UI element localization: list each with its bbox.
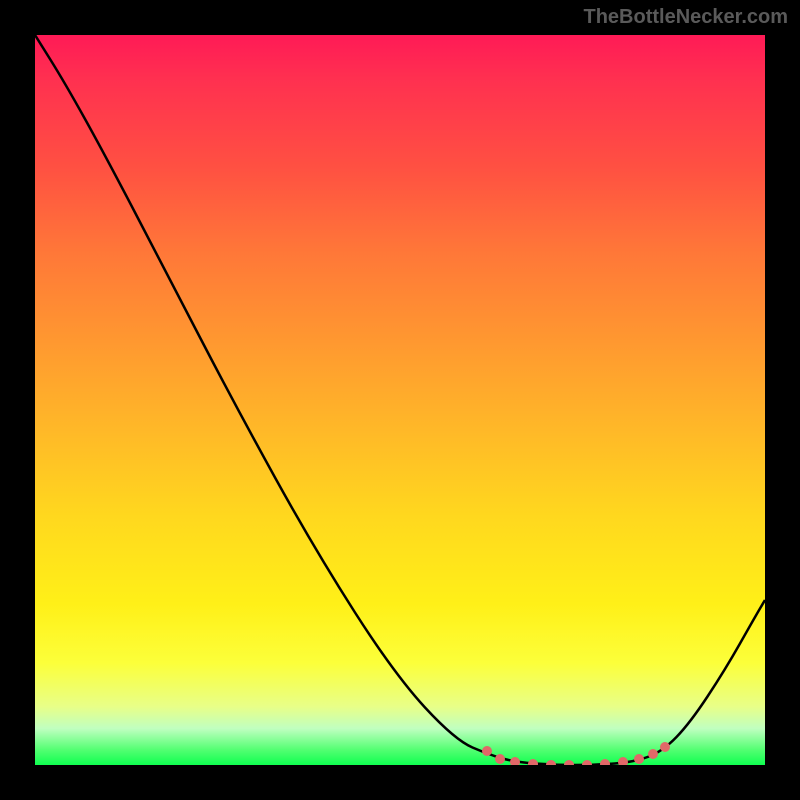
data-marker — [528, 759, 538, 765]
data-marker — [648, 749, 658, 759]
bottleneck-curve — [35, 35, 765, 765]
data-marker — [634, 754, 644, 764]
data-marker — [482, 746, 492, 756]
markers-layer — [482, 742, 670, 765]
watermark-text: TheBottleNecker.com — [583, 6, 788, 29]
data-marker — [600, 759, 610, 765]
data-marker — [660, 742, 670, 752]
chart-svg — [35, 35, 765, 765]
data-marker — [495, 754, 505, 764]
curve-layer — [35, 35, 765, 765]
data-marker — [564, 760, 574, 765]
data-marker — [582, 760, 592, 765]
data-marker — [618, 757, 628, 765]
data-marker — [510, 757, 520, 765]
data-marker — [546, 760, 556, 765]
plot-area — [35, 35, 765, 765]
